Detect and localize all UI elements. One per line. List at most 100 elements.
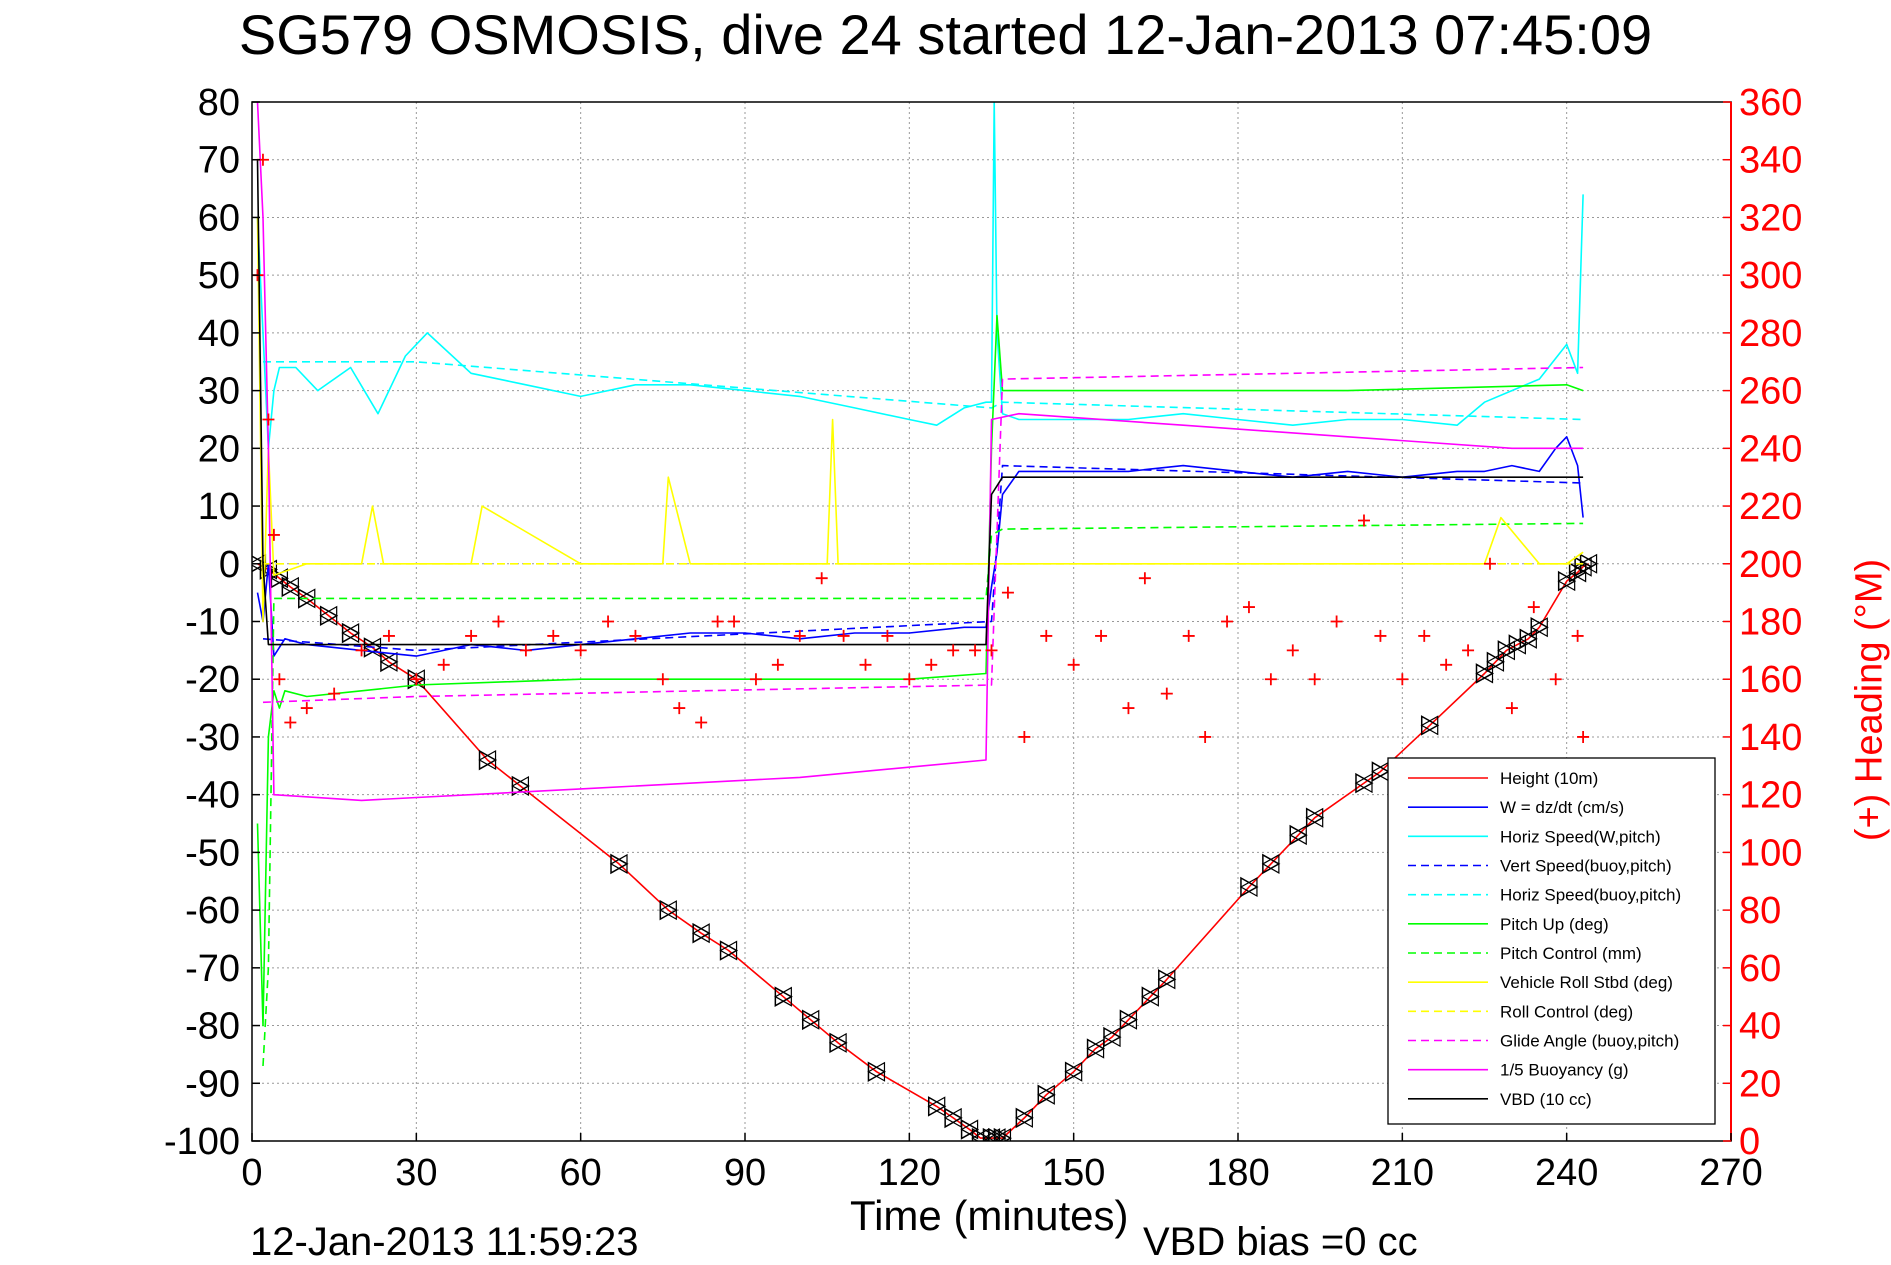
- heading-point: [1161, 688, 1173, 700]
- heading-point: [438, 659, 450, 671]
- heading-point: [1095, 630, 1107, 642]
- y-tick-label-right: 220: [1739, 486, 1802, 528]
- y-tick-label-left: -70: [185, 948, 240, 990]
- y-tick-label-left: -40: [185, 775, 240, 817]
- y-tick-label-left: -50: [185, 832, 240, 874]
- heading-point: [860, 659, 872, 671]
- heading-point: [816, 572, 828, 584]
- legend-label: Horiz Speed(W,pitch): [1500, 827, 1661, 846]
- heading-point: [903, 673, 915, 685]
- x-tick-label: 150: [1042, 1152, 1105, 1194]
- heading-point: [750, 673, 762, 685]
- x-tick-label: 0: [241, 1152, 262, 1194]
- y-tick-label-right: 40: [1739, 1006, 1781, 1048]
- y-tick-label-right: 340: [1739, 140, 1802, 182]
- heading-point: [1002, 587, 1014, 599]
- footer-timestamp: 12-Jan-2013 11:59:23: [250, 1220, 638, 1265]
- y-tick-label-left: -20: [185, 659, 240, 701]
- heading-point: [1243, 601, 1255, 613]
- heading-point: [947, 644, 959, 656]
- heading-point: [657, 673, 669, 685]
- y-axis-label-right: (+) Heading (°M): [1849, 559, 1891, 841]
- heading-point: [262, 413, 274, 425]
- heading-point: [465, 630, 477, 642]
- heading-point: [1183, 630, 1195, 642]
- heading-point: [712, 616, 724, 628]
- legend-label: Horiz Speed(buoy,pitch): [1500, 886, 1681, 905]
- heading-point: [1331, 616, 1343, 628]
- heading-point: [1040, 630, 1052, 642]
- series-1-5-buoyancy-g: [258, 102, 1584, 800]
- y-tick-label-right: 200: [1739, 544, 1802, 586]
- heading-point: [695, 717, 707, 729]
- y-tick-label-right: 60: [1739, 948, 1781, 990]
- y-tick-label-left: -60: [185, 890, 240, 932]
- legend-label: Pitch Control (mm): [1500, 944, 1642, 963]
- y-tick-label-left: -80: [185, 1006, 240, 1048]
- heading-point: [1418, 630, 1430, 642]
- y-tick-label-left: 40: [198, 313, 240, 355]
- y-tick-label-right: 360: [1739, 82, 1802, 124]
- y-tick-label-left: 30: [198, 371, 240, 413]
- heading-point: [1018, 731, 1030, 743]
- y-tick-label-right: 20: [1739, 1063, 1781, 1105]
- series-vbd-10-cc: [258, 160, 1584, 645]
- legend-label: Vehicle Roll Stbd (deg): [1500, 973, 1673, 992]
- y-tick-label-left: 10: [198, 486, 240, 528]
- legend: Height (10m) W = dz/dt (cm/s) Horiz Speed(…: [1388, 758, 1715, 1124]
- heading-point: [493, 616, 505, 628]
- legend-label: 1/5 Buoyancy (g): [1500, 1061, 1629, 1080]
- x-tick-label: 30: [395, 1152, 437, 1194]
- heading-point: [838, 630, 850, 642]
- heading-point: [1287, 644, 1299, 656]
- y-tick-label-left: -100: [164, 1121, 240, 1163]
- series-horiz-speed-w-pitch: [258, 102, 1584, 448]
- series-vert-speed-buoy-pitch: [263, 466, 1583, 651]
- heading-point: [273, 673, 285, 685]
- y-tick-label-right: 120: [1739, 775, 1802, 817]
- legend-label: Pitch Up (deg): [1500, 915, 1609, 934]
- heading-point: [328, 688, 340, 700]
- y-tick-label-right: 100: [1739, 832, 1802, 874]
- heading-point: [1396, 673, 1408, 685]
- x-tick-label: 60: [560, 1152, 602, 1194]
- legend-label: W = dz/dt (cm/s): [1500, 798, 1624, 817]
- y-tick-label-left: 60: [198, 197, 240, 239]
- x-tick-label: 90: [724, 1152, 766, 1194]
- heading-point: [925, 659, 937, 671]
- heading-point: [881, 630, 893, 642]
- legend-label: VBD (10 cc): [1500, 1090, 1592, 1109]
- y-tick-label-right: 80: [1739, 890, 1781, 932]
- heading-point: [1309, 673, 1321, 685]
- heading-point: [520, 644, 532, 656]
- heading-point: [1577, 731, 1589, 743]
- heading-point: [1068, 659, 1080, 671]
- y-tick-label-right: 300: [1739, 255, 1802, 297]
- heading-point: [728, 616, 740, 628]
- x-tick-label: 240: [1535, 1152, 1598, 1194]
- y-tick-label-right: 240: [1739, 428, 1802, 470]
- legend-label: Roll Control (deg): [1500, 1002, 1633, 1021]
- y-tick-label-right: 180: [1739, 602, 1802, 644]
- x-tick-label: 120: [878, 1152, 941, 1194]
- legend-label: Vert Speed(buoy,pitch): [1500, 857, 1672, 876]
- heading-point: [1528, 601, 1540, 613]
- y-tick-label-left: 50: [198, 255, 240, 297]
- heading-point: [1265, 673, 1277, 685]
- heading-point: [1440, 659, 1452, 671]
- heading-point: [575, 644, 587, 656]
- heading-point: [1374, 630, 1386, 642]
- heading-point: [1550, 673, 1562, 685]
- heading-point: [1572, 630, 1584, 642]
- footer-vbd-bias: VBD bias =0 cc: [1143, 1220, 1418, 1265]
- heading-point: [284, 717, 296, 729]
- heading-point: [1358, 514, 1370, 526]
- x-tick-label: 180: [1206, 1152, 1269, 1194]
- legend-label: Height (10m): [1500, 769, 1598, 788]
- y-tick-label-right: 280: [1739, 313, 1802, 355]
- heading-point: [1462, 644, 1474, 656]
- heading-point: [301, 702, 313, 714]
- heading-point: [1506, 702, 1518, 714]
- heading-point: [1199, 731, 1211, 743]
- heading-point: [673, 702, 685, 714]
